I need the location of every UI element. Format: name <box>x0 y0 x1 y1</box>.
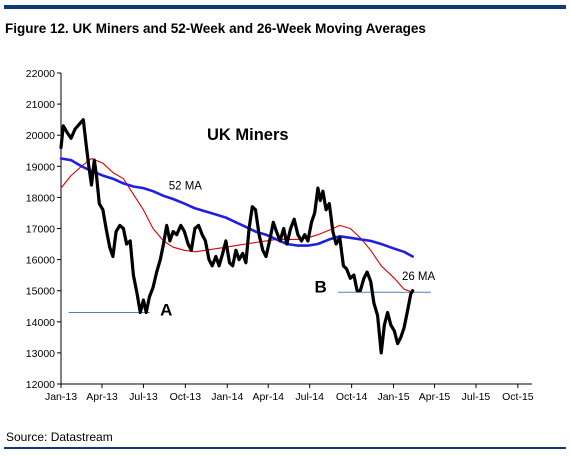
axes: 12000 13000 14000 15000 16000 17000 18000 19000… <box>26 68 534 403</box>
y-tick-label: 15000 <box>26 286 55 298</box>
x-tick-label: Jan-14 <box>211 391 243 403</box>
x-tick-label: Apr-15 <box>419 391 451 403</box>
y-tick-label: 18000 <box>26 192 55 204</box>
y-tick-label: 21000 <box>26 99 55 111</box>
y-tick-label: 17000 <box>26 224 55 236</box>
price-series-line <box>59 118 415 355</box>
x-tick-label: Jan-13 <box>45 391 77 403</box>
x-tick-label: Apr-14 <box>253 391 285 403</box>
x-tick-label: Oct-14 <box>336 391 368 403</box>
source-note: Source: Datastream <box>6 430 113 444</box>
x-tick-label: Jul-13 <box>129 391 158 403</box>
y-tick-label: 19000 <box>26 161 55 173</box>
y-tick-label: 14000 <box>26 317 55 329</box>
series-annotation: 26 MA <box>402 271 436 283</box>
reference-lines <box>68 291 431 313</box>
y-tick-label: 12000 <box>26 379 55 391</box>
top-rule <box>4 5 566 9</box>
y-tick-label: 20000 <box>26 130 55 142</box>
x-tick-label: Jan-15 <box>377 391 409 403</box>
y-tick-label: 22000 <box>26 68 55 80</box>
chart-title: UK Miners <box>207 126 289 144</box>
figure-title: Figure 12. UK Miners and 52-Week and 26-… <box>5 21 426 36</box>
marker-label: A <box>160 301 172 320</box>
y-tick-label: 16000 <box>26 255 55 267</box>
series-annotation: 52 MA <box>169 181 203 193</box>
x-tick-label: Oct-15 <box>502 391 534 403</box>
ma26-series-line <box>60 157 414 293</box>
bottom-rule <box>4 447 566 449</box>
x-tick-label: Jul-15 <box>462 391 491 403</box>
ma52-series-line <box>59 157 414 258</box>
x-tick-label: Apr-13 <box>86 391 118 403</box>
y-tick-label: 13000 <box>26 348 55 360</box>
marker-label: B <box>315 277 327 296</box>
series-lines <box>59 118 415 355</box>
x-tick-label: Oct-13 <box>170 391 202 403</box>
annotations: UK Miners 52 MA 26 MA A B <box>160 126 435 320</box>
x-tick-label: Jul-14 <box>295 391 324 403</box>
